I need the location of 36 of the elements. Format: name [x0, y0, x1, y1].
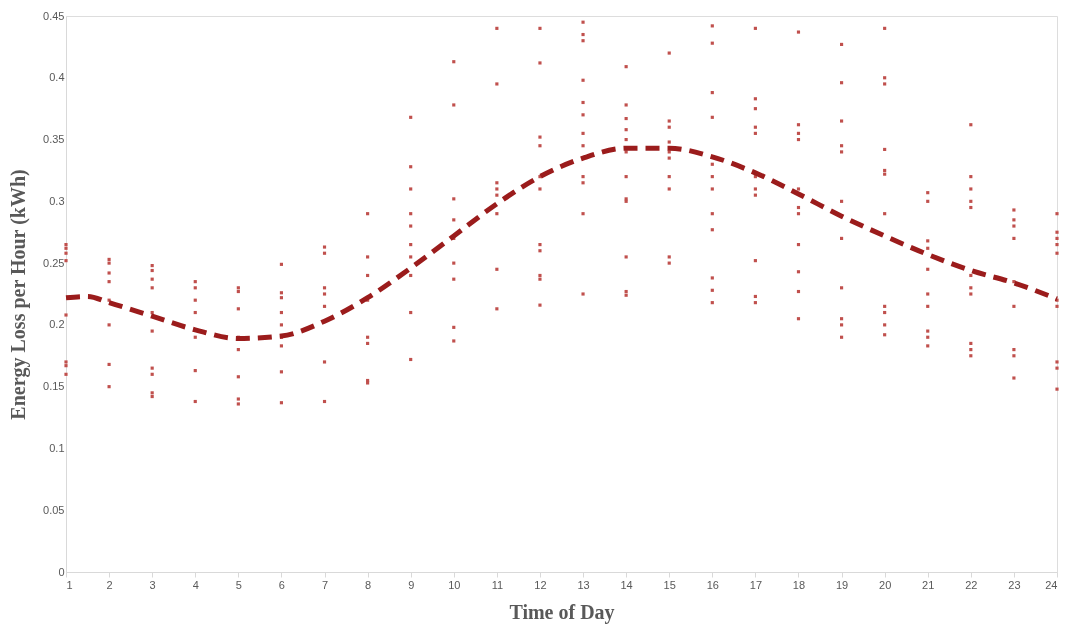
y-tick-label: 0.1: [49, 441, 65, 454]
y-tick-label: 0.35: [43, 133, 65, 146]
x-tick-label: 16: [706, 578, 719, 591]
x-tick-label: 2: [106, 578, 113, 591]
y-tick-label: 0.3: [49, 194, 65, 207]
x-tick-label: 11: [491, 578, 504, 591]
x-tick-label: 19: [835, 578, 849, 591]
x-tick-label: 9: [408, 578, 415, 591]
x-tick-label: 15: [663, 578, 676, 591]
y-tick-label: 0.25: [43, 256, 65, 269]
x-tick-label: 14: [620, 578, 633, 591]
x-tick-label: 12: [534, 578, 547, 591]
y-axis-title: Energy Loss per Hour (kWh): [7, 169, 31, 420]
x-tick-label: 5: [235, 578, 242, 591]
y-tick-label: 0.4: [49, 71, 65, 84]
x-tick-label: 4: [192, 578, 199, 591]
x-tick-label: 1: [66, 578, 73, 591]
x-tick-label: 6: [278, 578, 285, 591]
x-axis-title: Time of Day: [509, 600, 615, 624]
x-tick-label: 3: [149, 578, 156, 591]
y-tick-label: 0.15: [43, 380, 65, 393]
x-tick-label: 8: [365, 578, 372, 591]
x-tick-label: 21: [922, 578, 935, 591]
x-tick-label: 13: [577, 578, 590, 591]
x-tick-label: 7: [321, 578, 329, 591]
y-tick-label: 0.45: [43, 9, 65, 22]
y-tick-label: 0: [58, 565, 65, 578]
x-tick-label: 20: [879, 578, 892, 591]
y-tick-label: 0.2: [49, 318, 65, 331]
x-tick-label: 22: [965, 578, 978, 591]
x-tick-label: 23: [1008, 578, 1021, 591]
x-tick-label: 17: [749, 578, 763, 591]
x-tick-label: 10: [448, 578, 461, 591]
y-tick-label: 0.05: [43, 503, 65, 516]
x-tick-label: 24: [1045, 578, 1058, 591]
x-tick-label: 18: [792, 578, 806, 591]
